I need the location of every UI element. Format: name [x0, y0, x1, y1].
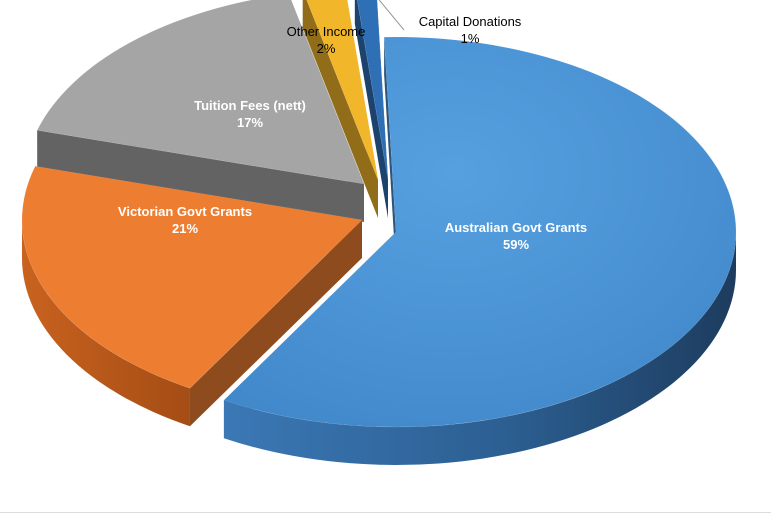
slice-label-australian-govt-grants: Australian Govt Grants: [445, 220, 587, 235]
slice-top: [223, 36, 737, 428]
slice-tuition-fees: [36, 0, 365, 222]
slice-wall: [37, 130, 365, 222]
slice-percent-victorian-govt-grants: 21%: [172, 221, 198, 236]
slice-victorian-govt-grants: [21, 165, 363, 427]
slice-rim: [223, 232, 737, 466]
divider-line: [0, 512, 771, 513]
slice-percent-other-income: 2%: [317, 41, 336, 56]
slice-label-capital-donations: Capital Donations: [419, 14, 522, 29]
slice-top: [36, 0, 365, 185]
slice-australian-govt-grants: [223, 36, 737, 466]
slice-top: [306, 0, 379, 181]
slice-rim: [22, 220, 190, 427]
slice-wall: [384, 37, 396, 270]
slice-capital-donations: [354, 0, 389, 218]
slice-wall: [354, 0, 388, 218]
slice-label-victorian-govt-grants: Victorian Govt Grants: [118, 204, 252, 219]
slice-percent-australian-govt-grants: 59%: [503, 237, 529, 252]
slice-percent-capital-donations: 1%: [461, 31, 480, 46]
slice-top: [21, 165, 363, 389]
slice-wall: [189, 220, 362, 427]
slice-label-other-income: Other Income: [287, 24, 366, 39]
slice-percent-tuition-fees: 17%: [237, 115, 263, 130]
slice-other-income: [302, 0, 379, 218]
slice-wall: [302, 0, 378, 218]
slice-label-tuition-fees: Tuition Fees (nett): [194, 98, 306, 113]
slice-top: [356, 0, 389, 181]
capital-donations-leader-line: [378, 0, 405, 31]
